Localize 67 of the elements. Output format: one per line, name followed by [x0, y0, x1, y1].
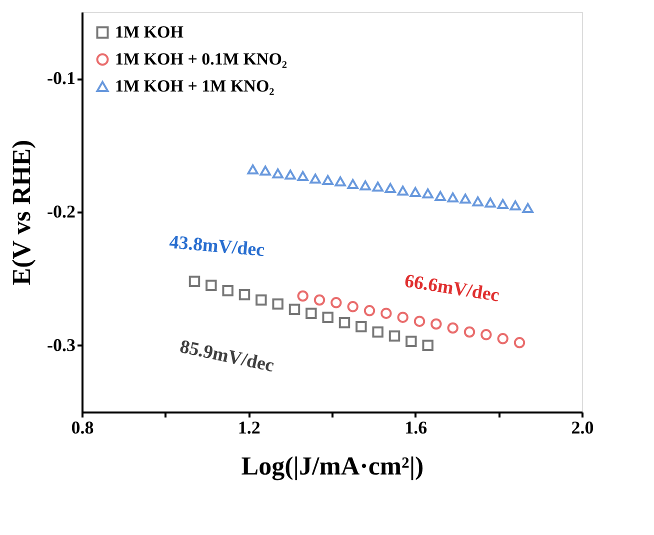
point — [297, 290, 308, 302]
point — [356, 321, 367, 332]
point — [306, 308, 317, 319]
point — [397, 186, 408, 196]
point — [347, 301, 358, 312]
point — [422, 340, 434, 351]
point — [410, 187, 421, 197]
point — [480, 329, 492, 340]
point — [314, 294, 326, 306]
point — [434, 191, 446, 201]
point — [338, 317, 350, 328]
point — [288, 304, 300, 315]
point — [360, 180, 371, 190]
point — [422, 188, 434, 198]
point — [484, 198, 496, 208]
x-tick-label: 1.2 — [238, 418, 260, 438]
point — [372, 326, 384, 338]
point — [497, 333, 508, 344]
point — [310, 174, 321, 184]
point — [260, 166, 271, 176]
point — [430, 318, 442, 330]
y-tick-label: -0.1 — [47, 68, 76, 88]
point — [206, 280, 217, 291]
point — [380, 308, 392, 319]
point — [297, 171, 308, 181]
annotation: 66.6mV/dec — [403, 270, 501, 306]
legend-label: 1M KOH + 0.1M KNO₂ — [115, 50, 288, 68]
point — [256, 294, 267, 306]
x-tick-label: 0.8 — [71, 418, 94, 438]
point — [272, 168, 284, 178]
point — [384, 183, 396, 193]
point — [322, 175, 334, 185]
x-tick-label: 1.6 — [404, 418, 428, 438]
point — [460, 194, 471, 204]
point — [522, 203, 534, 213]
point — [510, 200, 521, 210]
point — [284, 170, 296, 180]
point — [406, 336, 417, 347]
point — [447, 322, 458, 334]
y-tick-label: -0.2 — [47, 202, 76, 222]
point — [222, 285, 234, 296]
x-axis-title: Log(|J/mA·cm²|) — [241, 452, 424, 480]
point — [447, 192, 458, 202]
point — [514, 337, 526, 348]
annotation: 85.9mV/dec — [178, 336, 276, 377]
point — [188, 276, 200, 287]
legend-label: 1M KOH — [115, 22, 184, 42]
point — [364, 305, 376, 316]
point — [347, 179, 358, 189]
point — [334, 176, 346, 186]
point — [388, 330, 400, 342]
point — [330, 297, 342, 308]
point — [414, 316, 426, 327]
y-tick-label: -0.3 — [47, 334, 76, 355]
x-tick-label: 2.0 — [571, 418, 594, 438]
point — [247, 164, 258, 174]
point — [397, 312, 408, 323]
point — [472, 196, 484, 206]
point — [238, 289, 250, 300]
point — [464, 326, 476, 338]
annotation: 43.8mV/dec — [168, 232, 266, 262]
legend-label: 1M KOH + 1M KNO₂ — [115, 76, 274, 96]
point — [497, 199, 508, 209]
point — [322, 312, 334, 323]
point — [272, 298, 284, 310]
y-axis-title: E(V vs RHE) — [7, 140, 36, 286]
point — [372, 182, 384, 192]
